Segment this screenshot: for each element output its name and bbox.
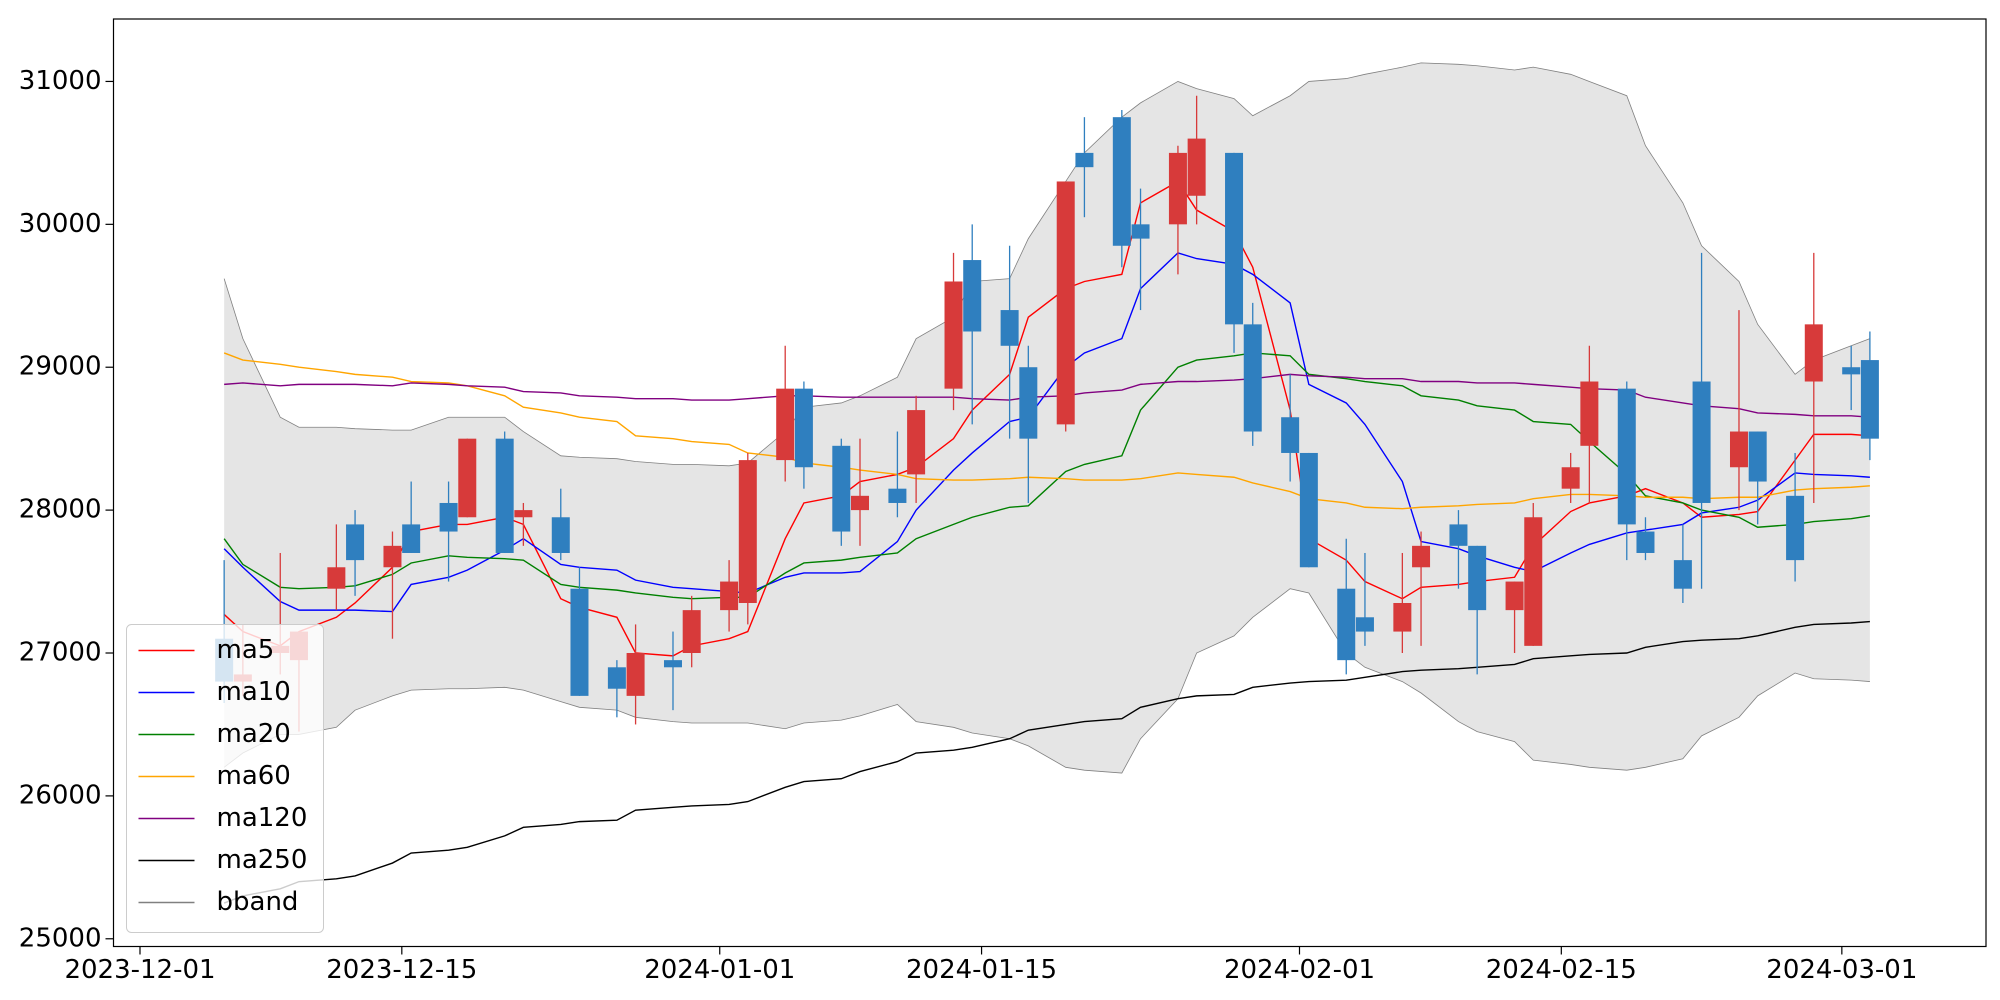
candle-body (1636, 531, 1655, 553)
x-tick-label: 2023-12-01 (64, 955, 215, 985)
legend-label: ma10 (217, 677, 291, 707)
candle-body (738, 460, 757, 603)
legend-label: ma120 (217, 803, 308, 833)
candle-body (720, 581, 739, 611)
candle-body (383, 545, 402, 568)
candle-body (1355, 617, 1374, 632)
candle-body (794, 388, 813, 468)
candle-body (1692, 381, 1711, 503)
candle-body (1449, 524, 1468, 546)
y-tick-label: 30000 (19, 209, 102, 239)
candle-body (1075, 152, 1094, 168)
candle-body (1299, 452, 1318, 568)
candle-body (1412, 545, 1431, 568)
candle-body (1804, 324, 1823, 382)
legend-box (126, 624, 324, 933)
legend-label: bband (217, 887, 299, 917)
candle-body (607, 667, 626, 689)
candle-body (1187, 138, 1206, 196)
candle-body (1580, 381, 1599, 446)
candle-body (1019, 367, 1038, 439)
candle-body (570, 588, 589, 696)
y-tick-label: 25000 (19, 923, 102, 953)
y-tick-label: 31000 (19, 66, 102, 96)
candle-body (551, 517, 570, 553)
bband-lower (223, 588, 1870, 774)
y-tick-label: 28000 (19, 495, 102, 525)
candle-body (907, 410, 926, 475)
ma-line (223, 352, 1870, 600)
legend-label: ma60 (217, 761, 291, 791)
plot-frame (112, 18, 1987, 948)
candle-body (1561, 467, 1580, 489)
y-tick-label: 29000 (19, 352, 102, 382)
candle-body (1112, 117, 1131, 246)
legend-label: ma5 (217, 635, 275, 665)
candle-body (1281, 417, 1300, 453)
candle-body (682, 610, 701, 654)
legend-label: ma250 (217, 845, 308, 875)
ma-line (223, 352, 1870, 510)
candle-body (1468, 545, 1487, 611)
candle-body (851, 495, 870, 511)
ma-line (223, 252, 1870, 613)
candle-body (1748, 431, 1767, 482)
candle-body (458, 438, 477, 518)
candle-body (1860, 360, 1879, 439)
candle-body (1393, 602, 1412, 632)
candle-body (439, 502, 458, 532)
candle-body (776, 388, 795, 461)
y-tick-label: 26000 (19, 780, 102, 810)
candle-body (1786, 495, 1805, 561)
x-tick-label: 2024-02-01 (1224, 955, 1375, 985)
candle-body (663, 660, 682, 668)
candle-body (1673, 560, 1692, 589)
plot-area (215, 62, 1879, 904)
y-tick-label: 27000 (19, 638, 102, 668)
candle-body (402, 524, 421, 553)
candle-body (495, 438, 514, 553)
x-tick-label: 2024-01-15 (906, 955, 1057, 985)
x-tick-label: 2024-02-15 (1486, 955, 1637, 985)
x-tick-label: 2023-12-15 (326, 955, 477, 985)
candle-body (888, 488, 907, 503)
ma-line (223, 620, 1870, 904)
candle-body (1729, 431, 1748, 468)
candle-body (832, 445, 851, 532)
candle-body (1337, 588, 1356, 661)
bband-upper (223, 62, 1871, 467)
candle-body (963, 260, 982, 332)
candle-body (1505, 581, 1524, 611)
candle-body (1524, 517, 1543, 646)
candle-body (1225, 152, 1244, 325)
candle-body (1617, 388, 1636, 525)
candle-body (1842, 367, 1861, 375)
candle-body (1168, 152, 1187, 225)
candle-body (1056, 181, 1075, 425)
x-tick-label: 2024-03-01 (1766, 955, 1917, 985)
candle-body (1000, 310, 1019, 346)
candle-body (626, 653, 645, 696)
candle-body (1131, 224, 1150, 239)
candle-body (1243, 324, 1262, 432)
bband-fill (224, 62, 1870, 774)
candle-body (327, 567, 346, 589)
candle-body (346, 524, 365, 561)
candle-body (944, 281, 963, 389)
candle-body (514, 510, 533, 518)
legend-label: ma20 (217, 719, 291, 749)
x-tick-label: 2024-01-01 (644, 955, 795, 985)
